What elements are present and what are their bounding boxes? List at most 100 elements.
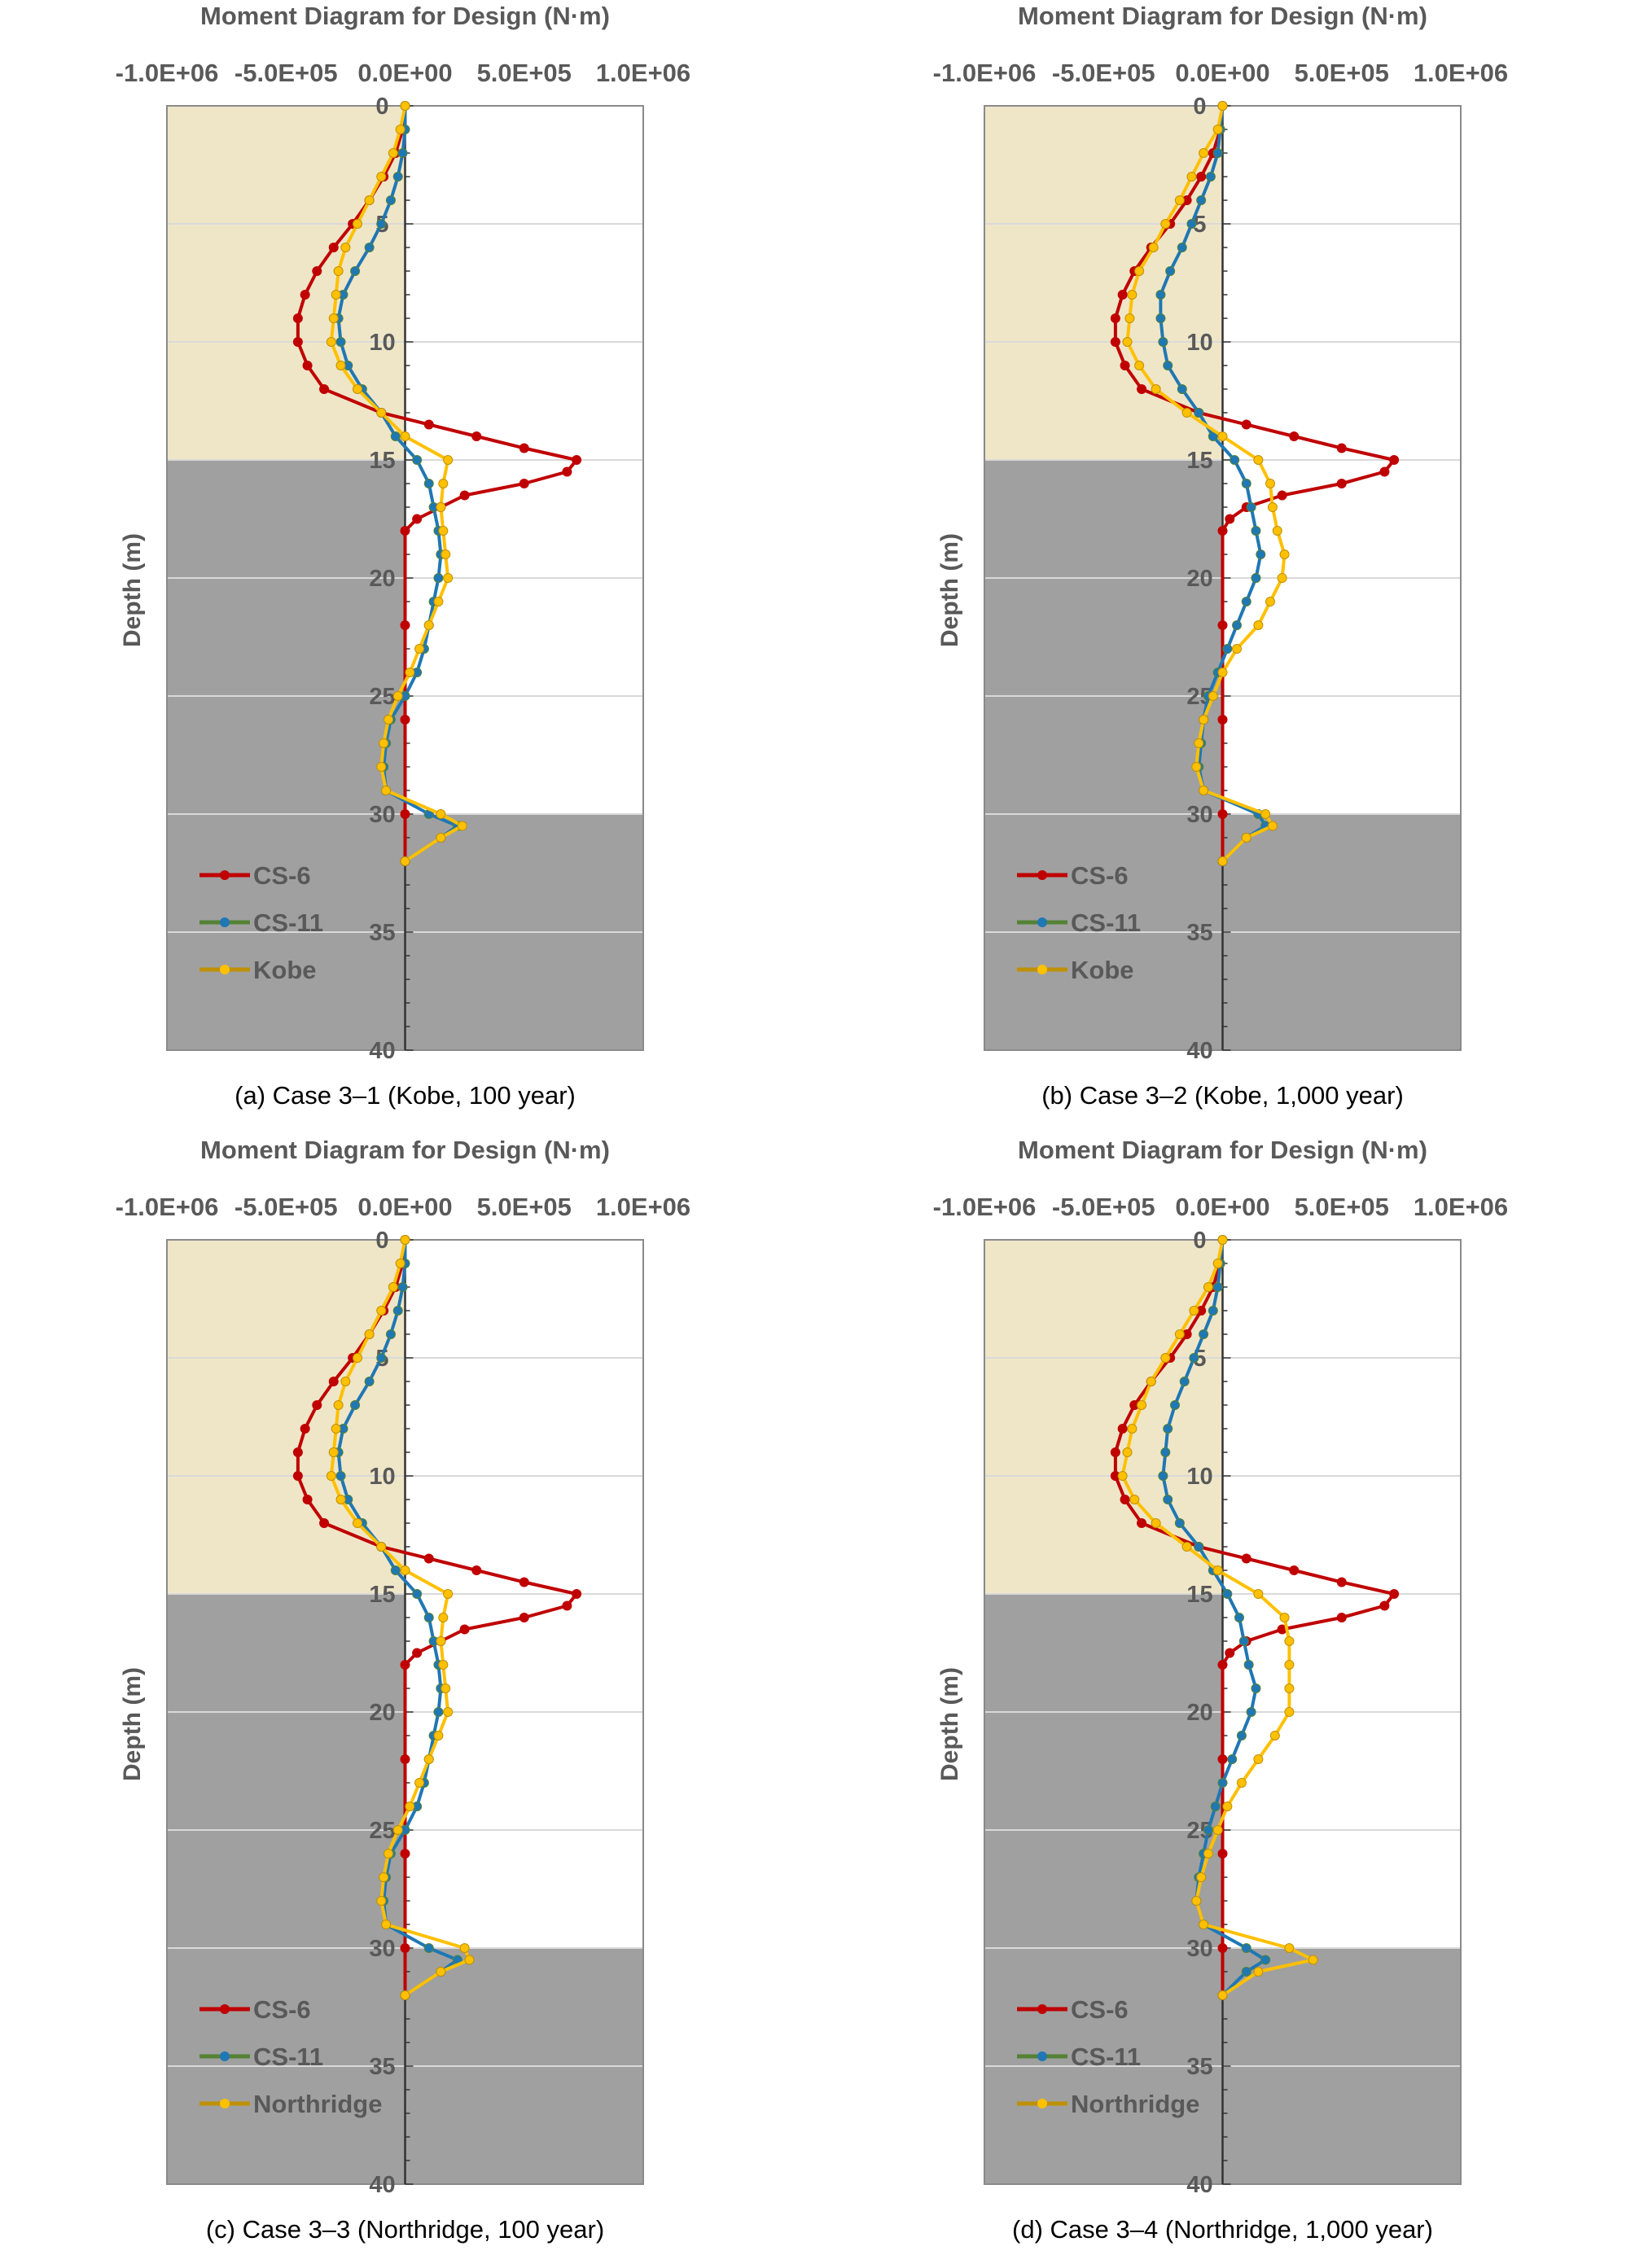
data-point-cs-6 [1120, 361, 1130, 370]
data-point-northridge [1174, 1329, 1185, 1339]
x-tick-label: -1.0E+06 [933, 59, 1037, 87]
x-tick-label: 0.0E+00 [357, 59, 452, 87]
data-point-cs-6 [328, 243, 339, 252]
series-line-kobe [329, 105, 464, 863]
data-point-kobe [326, 337, 336, 347]
data-point-northridge [395, 1259, 405, 1268]
data-point-cs-6 [1336, 1613, 1347, 1622]
data-point-cs-6 [1389, 455, 1400, 465]
data-point-kobe [1174, 195, 1185, 205]
legend-marker [1037, 870, 1047, 880]
chart-title: Moment Diagram for Design (N·m) [1018, 2, 1427, 30]
depth-tick-label: 15 [369, 448, 395, 474]
depth-tick-label: 30 [369, 802, 395, 828]
data-point-kobe [1186, 172, 1197, 182]
data-point-cs-11 [397, 1282, 408, 1292]
x-tick-label: -1.0E+06 [933, 1193, 1037, 1221]
data-point-kobe [328, 313, 339, 323]
legend-label: CS-6 [1071, 1995, 1129, 2024]
x-tick-label: 1.0E+06 [596, 1193, 690, 1221]
data-point-cs-6 [412, 514, 423, 524]
depth-tick-label: 10 [369, 1464, 395, 1490]
data-point-cs-11 [1251, 573, 1261, 583]
data-point-kobe [392, 691, 403, 701]
series-line-cs-11 [1159, 105, 1268, 863]
data-point-cs-6 [423, 419, 434, 430]
data-point-kobe [438, 479, 449, 488]
data-point-cs-6 [562, 466, 572, 477]
data-point-cs-11 [364, 243, 375, 252]
depth-tick-label: 0 [375, 94, 388, 120]
data-point-northridge [423, 1754, 434, 1764]
soil-layer-clay [167, 106, 405, 460]
data-point-cs-6 [312, 266, 322, 276]
data-point-cs-11 [1189, 1353, 1199, 1363]
data-point-northridge [328, 1447, 339, 1457]
legend-marker [1037, 965, 1047, 974]
data-point-kobe [1217, 101, 1228, 111]
data-point-cs-11 [1165, 266, 1176, 276]
data-point-northridge [1160, 1353, 1171, 1363]
x-tick-label: 1.0E+06 [1414, 1193, 1508, 1221]
data-point-cs-11 [1241, 597, 1251, 606]
legend-entry-cs-11: CS-11 [1017, 2043, 1141, 2071]
data-point-cs-6 [459, 1624, 470, 1635]
data-point-cs-6 [423, 1553, 434, 1564]
data-point-cs-11 [364, 1377, 375, 1386]
series-line-cs-11 [336, 106, 459, 863]
data-point-northridge [459, 1943, 470, 1953]
data-point-cs-11 [1232, 620, 1243, 630]
data-point-northridge [1146, 1377, 1156, 1386]
x-tick-label: 1.0E+06 [596, 59, 690, 87]
data-point-cs-6 [459, 490, 470, 501]
figure-caption: (a) Case 3–1 (Kobe, 100 year) [235, 1081, 576, 1110]
data-point-cs-11 [1246, 502, 1256, 512]
data-point-cs-6 [1289, 1565, 1300, 1575]
legend-marker [1037, 2051, 1047, 2061]
x-tick-label: 1.0E+06 [1414, 59, 1508, 87]
depth-tick-label: 30 [1186, 802, 1212, 828]
data-point-cs-6 [1217, 526, 1228, 536]
data-point-cs-11 [1241, 1943, 1251, 1953]
chart-title: Moment Diagram for Design (N·m) [1018, 1136, 1427, 1164]
data-point-kobe [1241, 833, 1251, 843]
depth-tick-label: 10 [1186, 1464, 1212, 1490]
data-point-cs-6 [1217, 1849, 1228, 1859]
data-point-kobe [333, 266, 344, 276]
data-point-cs-11 [412, 455, 423, 465]
legend-label: Kobe [1071, 956, 1134, 984]
data-point-northridge [1212, 1565, 1223, 1575]
data-point-cs-11 [1251, 1683, 1261, 1693]
data-point-cs-6 [1241, 1553, 1251, 1564]
data-point-northridge [438, 1613, 449, 1622]
depth-tick-label: 25 [369, 684, 395, 710]
data-point-northridge [376, 1896, 387, 1906]
data-point-northridge [400, 1990, 410, 2000]
data-point-northridge [326, 1471, 336, 1481]
data-point-cs-11 [376, 1353, 387, 1363]
depth-tick-label: 5 [1193, 212, 1206, 238]
data-point-kobe [379, 738, 389, 748]
chart-panel-a: Moment Diagram for Design (N·m) -1.0E+06-… [0, 0, 818, 1134]
data-point-cs-11 [392, 172, 403, 182]
data-point-northridge [335, 1495, 346, 1504]
x-tick-label: -5.0E+05 [235, 1193, 338, 1221]
legend-label: CS-11 [1071, 909, 1141, 937]
data-point-northridge [1137, 1400, 1147, 1410]
data-point-cs-11 [1177, 243, 1187, 252]
series-line-northridge [329, 1239, 471, 1997]
chart-panel-b: Moment Diagram for Design (N·m) -1.0E+06-… [818, 0, 1635, 1134]
depth-tick-label: 20 [1186, 566, 1212, 592]
data-point-kobe [400, 856, 410, 866]
data-point-northridge [1199, 1920, 1209, 1929]
depth-tick-label: 25 [369, 1818, 395, 1844]
data-point-kobe [457, 821, 467, 831]
data-point-cs-6 [1217, 1754, 1228, 1764]
data-point-kobe [353, 384, 362, 394]
data-point-cs-6 [1217, 715, 1228, 725]
data-point-kobe [1253, 620, 1264, 630]
x-tick-label: -1.0E+06 [116, 59, 219, 87]
data-point-cs-11 [433, 1707, 444, 1717]
data-point-cs-11 [1196, 195, 1207, 205]
legend-label: CS-11 [1071, 2043, 1141, 2071]
